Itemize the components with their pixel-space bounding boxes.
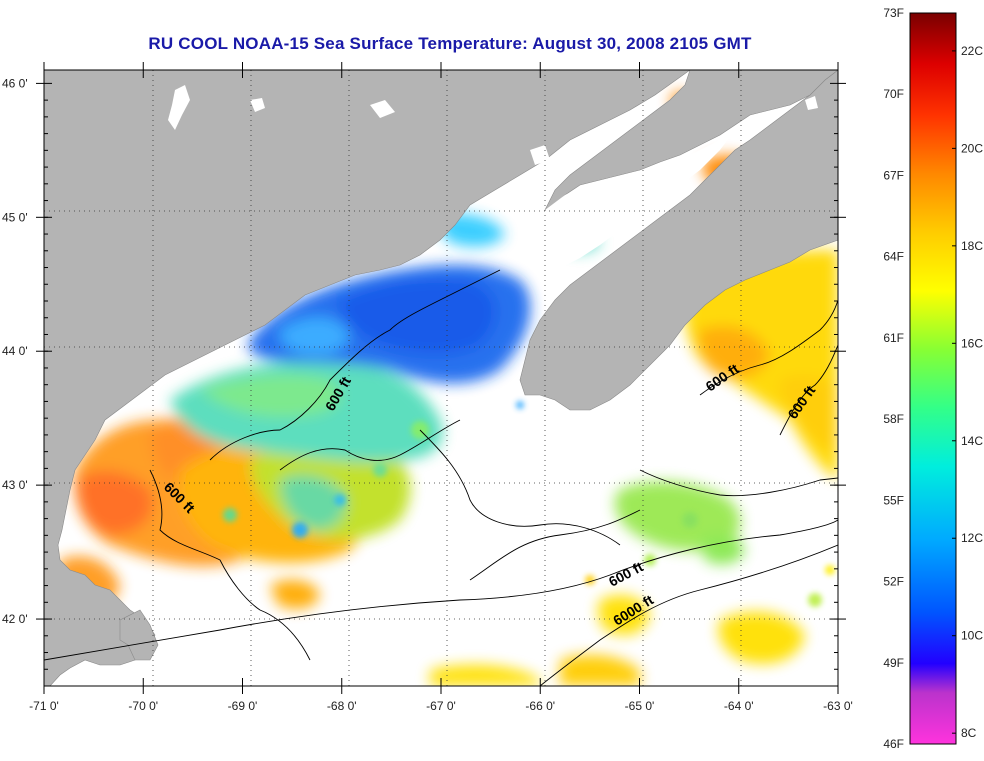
colorbar-c-label: 12C bbox=[961, 531, 983, 545]
lat-label: 42 0' bbox=[2, 612, 28, 626]
sst-data-layer bbox=[57, 91, 838, 686]
colorbar-c-label: 16C bbox=[961, 336, 983, 350]
lon-label: -63 0' bbox=[823, 699, 853, 713]
lat-label: 44 0' bbox=[2, 344, 28, 358]
lat-label: 45 0' bbox=[2, 210, 28, 224]
lon-label: -70 0' bbox=[128, 699, 158, 713]
colorbar-c-label: 14C bbox=[961, 434, 983, 448]
lon-label: -65 0' bbox=[625, 699, 655, 713]
axis-ticks bbox=[36, 62, 846, 694]
lon-label: -66 0' bbox=[525, 699, 555, 713]
colorbar-c-label: 22C bbox=[961, 44, 983, 58]
lon-label: -68 0' bbox=[327, 699, 357, 713]
lat-label: 43 0' bbox=[2, 478, 28, 492]
colorbar-f-label: 52F bbox=[883, 575, 904, 589]
lat-label: 46 0' bbox=[2, 76, 28, 90]
colorbar-f-label: 70F bbox=[883, 87, 904, 101]
colorbar-celsius-labels: 22C 20C 18C 16C 14C 12C 10C 8C bbox=[952, 44, 983, 740]
axis-labels: -71 0' -70 0' -69 0' -68 0' -67 0' -66 0' -65 … bbox=[2, 76, 853, 713]
land-layer bbox=[44, 70, 838, 686]
colorbar-c-label: 8C bbox=[961, 726, 977, 740]
lon-label: -64 0' bbox=[724, 699, 754, 713]
bay-of-fundy bbox=[545, 130, 735, 275]
colorbar-f-label: 55F bbox=[883, 493, 904, 507]
lon-label: -71 0' bbox=[29, 699, 59, 713]
depth-contours bbox=[44, 269, 838, 686]
colorbar-c-label: 10C bbox=[961, 629, 983, 643]
colorbar-c-label: 18C bbox=[961, 239, 983, 253]
colorbar-f-label: 49F bbox=[883, 656, 904, 670]
land-nova-scotia bbox=[519, 70, 838, 411]
colorbar-f-label: 61F bbox=[883, 331, 904, 345]
chart-title: RU COOL NOAA-15 Sea Surface Temperature:… bbox=[148, 34, 752, 53]
colorbar-f-label: 64F bbox=[883, 250, 904, 264]
land-cape-cod bbox=[119, 609, 159, 661]
colorbar-f-label: 46F bbox=[883, 737, 904, 751]
colorbar-f-label: 73F bbox=[883, 6, 904, 20]
map-area bbox=[44, 70, 838, 686]
colorbar-c-label: 20C bbox=[961, 141, 983, 155]
colorbar-gradient bbox=[909, 12, 957, 745]
lon-label: -67 0' bbox=[426, 699, 456, 713]
colorbar-fahrenheit-labels: 73F 70F 67F 64F 61F 58F 55F 52F 49F 46F bbox=[883, 6, 904, 751]
colorbar-f-label: 58F bbox=[883, 412, 904, 426]
colorbar-f-label: 67F bbox=[883, 168, 904, 182]
colorbar: 73F 70F 67F 64F 61F 58F 55F 52F 49F 46F 22C 20C 18C… bbox=[883, 6, 983, 751]
lon-label: -69 0' bbox=[228, 699, 258, 713]
land-new-brunswick bbox=[544, 70, 838, 211]
